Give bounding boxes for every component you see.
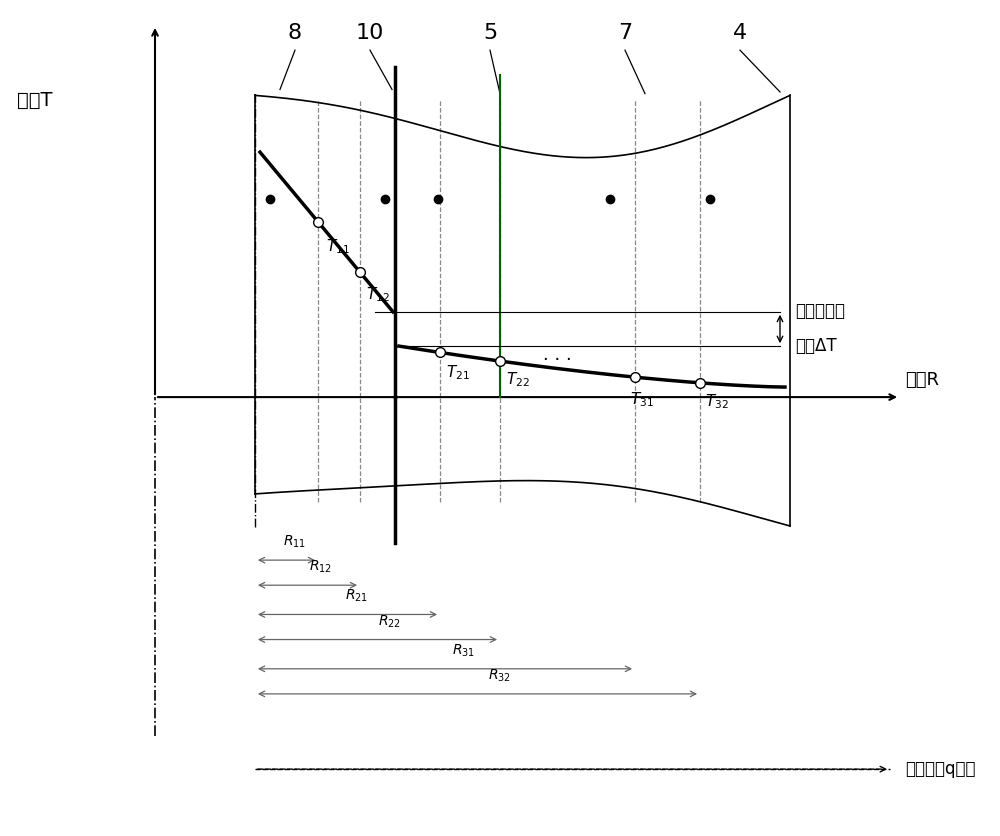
Text: 10: 10	[356, 23, 384, 43]
Text: $R_{21}$: $R_{21}$	[345, 588, 368, 604]
Text: $T_{22}$: $T_{22}$	[506, 370, 530, 390]
Text: $R_{22}$: $R_{22}$	[378, 613, 401, 630]
Text: 半径R: 半径R	[905, 371, 939, 390]
Text: 温差ΔT: 温差ΔT	[795, 337, 837, 354]
Text: 5: 5	[483, 23, 497, 43]
Text: · · ·: · · ·	[543, 351, 572, 369]
Text: 8: 8	[288, 23, 302, 43]
Text: 7: 7	[618, 23, 632, 43]
Text: $T_{21}$: $T_{21}$	[446, 364, 470, 382]
Text: 热流密度q方向: 热流密度q方向	[905, 760, 976, 778]
Text: $T_{32}$: $T_{32}$	[705, 392, 729, 411]
Text: $R_{31}$: $R_{31}$	[452, 642, 476, 659]
Text: $R_{11}$: $R_{11}$	[283, 533, 306, 550]
Text: $R_{32}$: $R_{32}$	[488, 667, 511, 684]
Text: $R_{12}$: $R_{12}$	[309, 558, 332, 575]
Text: $T_{31}$: $T_{31}$	[630, 390, 654, 410]
Text: $T_{11}$: $T_{11}$	[326, 237, 350, 256]
Text: 待求接合面: 待求接合面	[795, 302, 845, 319]
Text: 温度T: 温度T	[17, 91, 53, 110]
Text: $T_{12}$: $T_{12}$	[366, 285, 390, 303]
Text: 4: 4	[733, 23, 747, 43]
